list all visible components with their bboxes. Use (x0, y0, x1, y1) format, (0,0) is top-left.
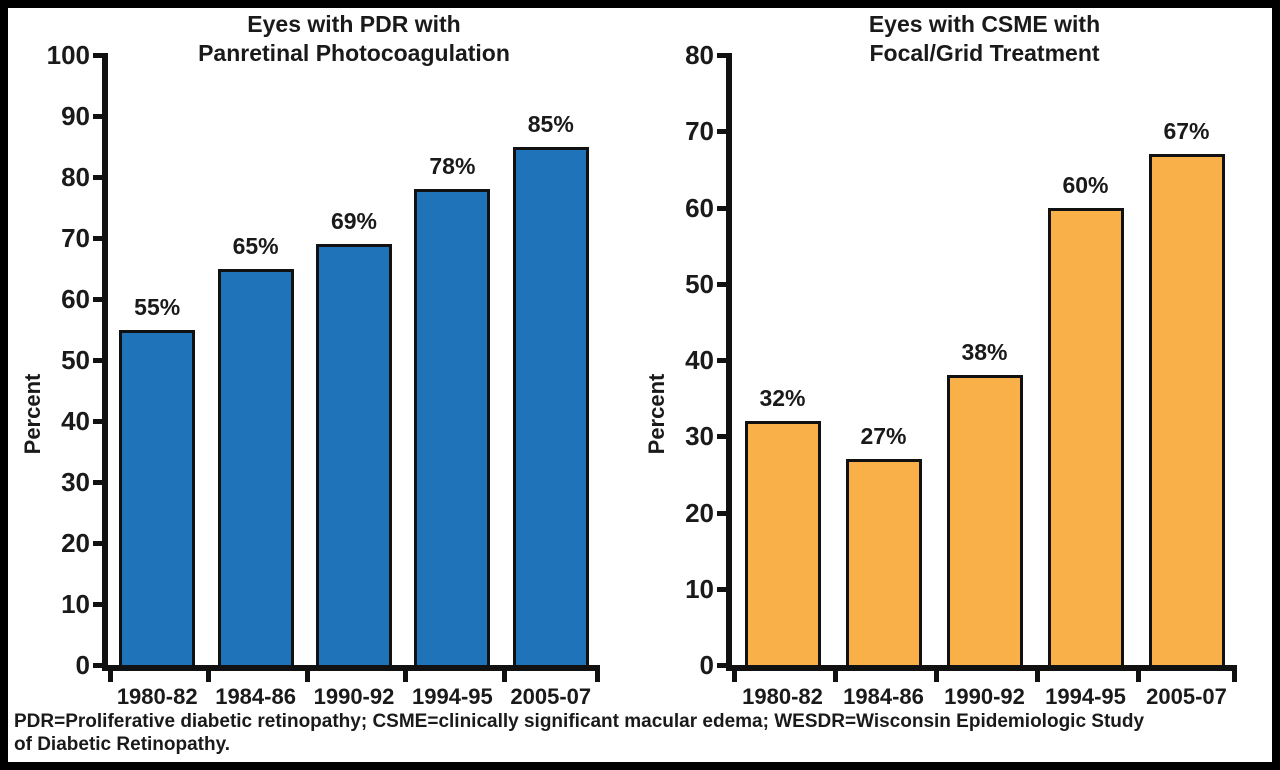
bar (744, 421, 821, 668)
x-tick (595, 665, 600, 682)
y-tick (717, 510, 732, 516)
y-tick (93, 175, 108, 180)
y-tick-label: 50 (685, 268, 714, 299)
bar-value-label: 27% (860, 423, 907, 450)
y-tick-label: 20 (61, 528, 90, 558)
x-tick (934, 665, 939, 682)
y-tick (717, 663, 732, 668)
y-axis-line (102, 55, 108, 671)
y-axis-line (726, 55, 732, 671)
x-category-label: 1984-86 (215, 684, 296, 709)
x-category-label: 1994-95 (1045, 684, 1126, 709)
y-tick (717, 281, 732, 287)
x-category-label: 1994-95 (412, 684, 493, 709)
y-tick-label: 100 (46, 40, 90, 70)
bar (845, 459, 922, 668)
y-tick (93, 114, 108, 119)
bar (217, 268, 294, 668)
bar-value-label: 55% (134, 293, 181, 320)
x-category-label: 1980-82 (116, 684, 198, 709)
y-axis-label: Percent (644, 373, 669, 455)
bar (316, 244, 392, 668)
y-tick-label: 20 (685, 497, 714, 528)
y-tick-label: 60 (61, 284, 90, 314)
y-tick (93, 663, 108, 668)
bar (1047, 207, 1124, 668)
y-tick (717, 205, 732, 211)
y-tick (717, 129, 732, 135)
y-tick-label: 50 (61, 345, 90, 375)
bar (414, 189, 491, 668)
y-tick-label: 0 (75, 650, 90, 680)
bar-value-label: 32% (759, 385, 806, 411)
y-tick (93, 541, 108, 546)
x-category-label: 1980-82 (742, 684, 823, 709)
bar (512, 146, 589, 668)
bar-value-label: 67% (1163, 118, 1210, 145)
y-tick-label: 90 (61, 101, 90, 131)
bar-value-label: 85% (527, 110, 574, 137)
chart-title: Eyes with PDR with Panretinal Photocoagu… (198, 11, 510, 66)
y-tick-label: 60 (685, 192, 714, 223)
x-tick (1232, 665, 1237, 682)
y-tick-label: 30 (685, 421, 714, 452)
y-tick-label: 30 (61, 467, 90, 497)
x-tick (833, 665, 838, 682)
x-tick (1035, 665, 1040, 682)
x-axis-line (102, 665, 600, 671)
bar (946, 375, 1023, 668)
x-tick (732, 665, 737, 682)
bar-value-label: 38% (961, 339, 1008, 366)
bar-value-label: 78% (429, 153, 476, 180)
y-tick-label: 40 (61, 406, 90, 436)
x-tick (108, 665, 113, 682)
y-tick (93, 358, 108, 363)
y-tick-label: 80 (685, 40, 714, 70)
chart-title: Eyes with CSME with Focal/Grid Treatment (868, 11, 1101, 66)
y-tick (717, 53, 732, 58)
x-tick (304, 665, 310, 682)
bar-value-label: 69% (330, 208, 378, 235)
x-category-label: 1990-92 (944, 684, 1025, 709)
y-tick-label: 70 (685, 116, 714, 147)
x-tick (1136, 665, 1141, 682)
y-tick-label: 70 (61, 223, 90, 253)
bar-value-label: 60% (1062, 171, 1109, 198)
bar (119, 329, 196, 668)
y-tick (93, 297, 108, 302)
y-tick-label: 10 (61, 589, 90, 619)
x-category-label: 1984-86 (843, 684, 924, 709)
y-tick (717, 434, 732, 440)
y-tick (93, 419, 108, 424)
y-tick (93, 236, 108, 241)
x-category-label: 2005-07 (510, 684, 592, 709)
y-tick (93, 602, 108, 607)
x-tick (206, 665, 212, 682)
y-tick-label: 10 (685, 573, 714, 604)
x-axis-line (726, 665, 1237, 671)
y-tick (717, 358, 732, 363)
bar (1148, 154, 1225, 668)
y-tick (93, 53, 108, 58)
y-tick-label: 80 (61, 162, 90, 192)
bar-value-label: 65% (232, 232, 279, 259)
footnote: PDR=Proliferative diabetic retinopathy; … (14, 711, 1145, 755)
x-tick (403, 665, 409, 682)
y-tick (717, 586, 732, 592)
x-tick (501, 665, 507, 682)
y-tick (93, 480, 108, 485)
y-tick-label: 40 (685, 345, 714, 375)
y-tick-label: 0 (699, 650, 714, 680)
x-category-label: 1990-92 (313, 684, 395, 709)
x-category-label: 2005-07 (1146, 684, 1227, 709)
